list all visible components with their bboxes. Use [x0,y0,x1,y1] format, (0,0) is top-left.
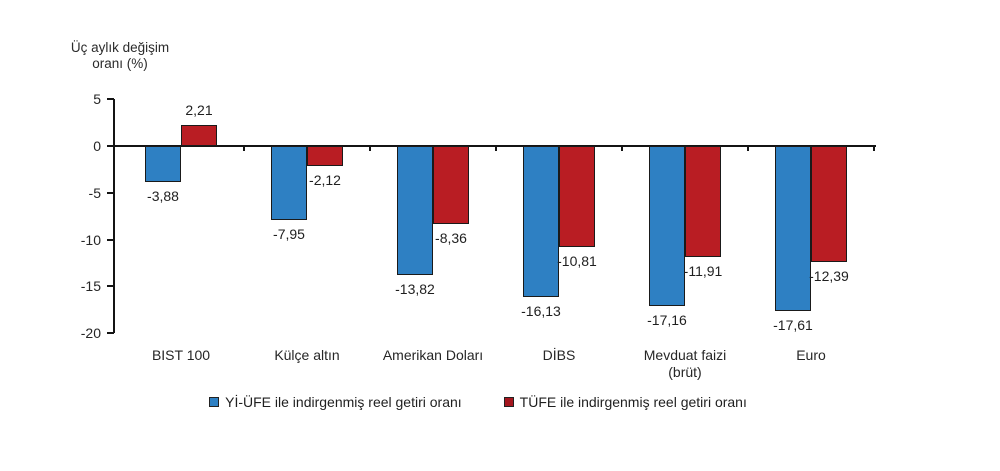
y-tick [107,98,114,101]
category-label: BIST 100 [151,347,211,363]
y-tick [107,285,114,288]
x-tick [495,146,497,151]
bar-series0-cat3 [523,146,559,297]
y-tick [107,332,114,334]
bar-series1-cat5 [811,146,847,262]
y-tick-label: -5 [88,184,101,201]
legend-label-tufe: TÜFE ile indirgenmiş reel getiri oranı [519,394,747,410]
bar-series1-cat4 [685,146,721,258]
value-label: -7,95 [273,226,305,243]
category-label: Külçe altın [274,347,340,363]
bar-series1-cat2 [433,146,469,225]
y-tick-label: 0 [93,138,101,154]
y-tick-label: 5 [93,91,101,108]
value-label: -13,82 [395,281,435,298]
y-axis-title-line2: oranı (%) [92,56,148,71]
x-tick [369,146,371,151]
y-axis-line [113,99,115,333]
x-axis-line [113,145,876,147]
bar-series1-cat3 [559,146,595,248]
value-label: -8,36 [435,230,467,247]
legend-label-yi-ufe: Yİ-ÜFE ile indirgenmiş reel getiri oranı [225,394,462,410]
x-tick [621,146,623,151]
legend-swatch-red [503,397,514,407]
legend: Yİ-ÜFE ile indirgenmiş reel getiri oranı… [0,394,956,410]
category-label: DİBS [542,347,576,363]
bar-series0-cat1 [271,146,307,221]
y-axis-title: Üç aylık değişim oranı (%) [40,40,200,72]
value-label: -3,88 [147,188,179,205]
bar-series0-cat2 [397,146,433,276]
legend-item-yi-ufe: Yİ-ÜFE ile indirgenmiş reel getiri oranı [209,394,462,410]
bar-series0-cat0 [145,146,181,183]
y-tick-label: -10 [80,231,101,248]
value-label: -17,61 [773,316,813,333]
value-label: -10,81 [557,253,597,270]
value-label: -2,12 [309,171,341,188]
value-label: -16,13 [521,302,561,319]
value-label: 2,21 [185,102,213,119]
category-label: Euro [796,347,826,363]
category-label: Amerikan Doları [382,347,484,363]
y-tick-label: -15 [80,278,101,295]
y-tick [107,238,114,241]
legend-swatch-blue [209,397,220,407]
legend-item-tufe: TÜFE ile indirgenmiş reel getiri oranı [503,394,747,410]
bar-series1-cat0 [181,125,217,146]
value-label: -11,91 [683,263,723,280]
bar-series0-cat5 [775,146,811,311]
y-axis-title-line1: Üç aylık değişim [70,40,170,55]
x-tick [243,146,245,151]
y-tick [107,191,114,194]
y-tick [107,145,114,147]
x-tick [873,146,875,151]
bar-series1-cat1 [307,146,343,166]
x-tick [747,146,749,151]
y-tick-label: -20 [80,325,101,341]
category-label: Mevduat faizi (brüt) [643,347,727,380]
value-label: -17,16 [647,312,687,329]
bar-series0-cat4 [649,146,685,307]
value-label: -12,39 [809,267,849,284]
